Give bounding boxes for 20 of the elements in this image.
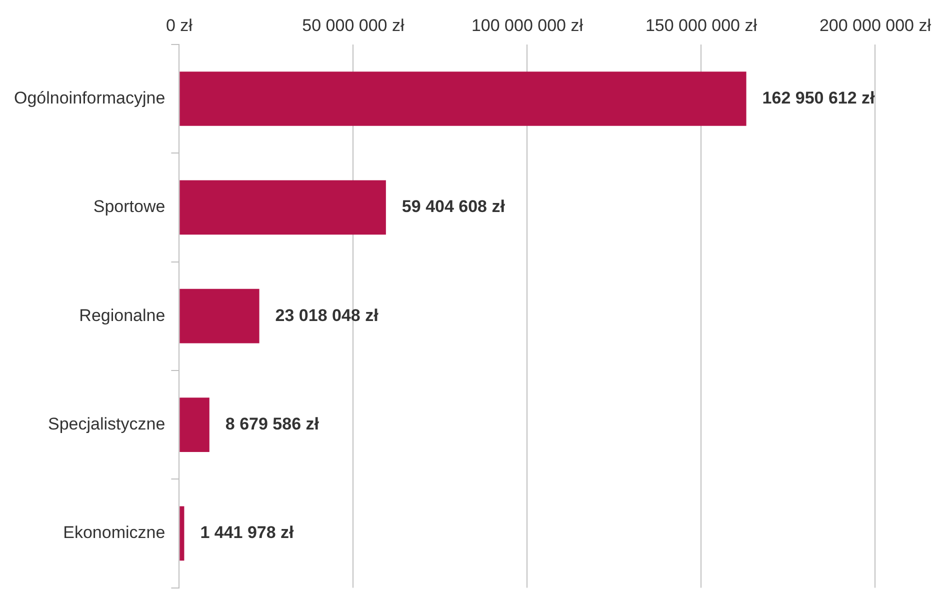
y-tick-label: Ekonomiczne [63,523,166,542]
bar [180,398,210,452]
data-label: 59 404 608 zł [402,197,506,216]
bar [180,288,260,344]
data-label: 162 950 612 zł [762,88,876,108]
y-tick-label: Specjalistyczne [48,414,166,434]
bar [180,72,746,126]
x-tick-label: 50 000 000 zł [302,16,404,35]
x-tick-label: 0 zł [166,16,193,35]
data-label: 8 679 586 zł [225,414,320,434]
y-tick-label: Sportowe [93,197,166,216]
x-tick-label: 100 000 000 zł [471,16,584,35]
bar [180,180,386,235]
data-label: 23 018 048 zł [275,306,379,325]
y-tick-label: Regionalne [79,306,166,325]
x-tick-label: 150 000 000 zł [645,16,758,35]
y-tick-label: Ogólnoinformacyjne [14,88,166,108]
x-tick-label: 200 000 000 zł [819,16,932,35]
data-label: 1 441 978 zł [200,523,294,542]
bar [180,506,184,561]
